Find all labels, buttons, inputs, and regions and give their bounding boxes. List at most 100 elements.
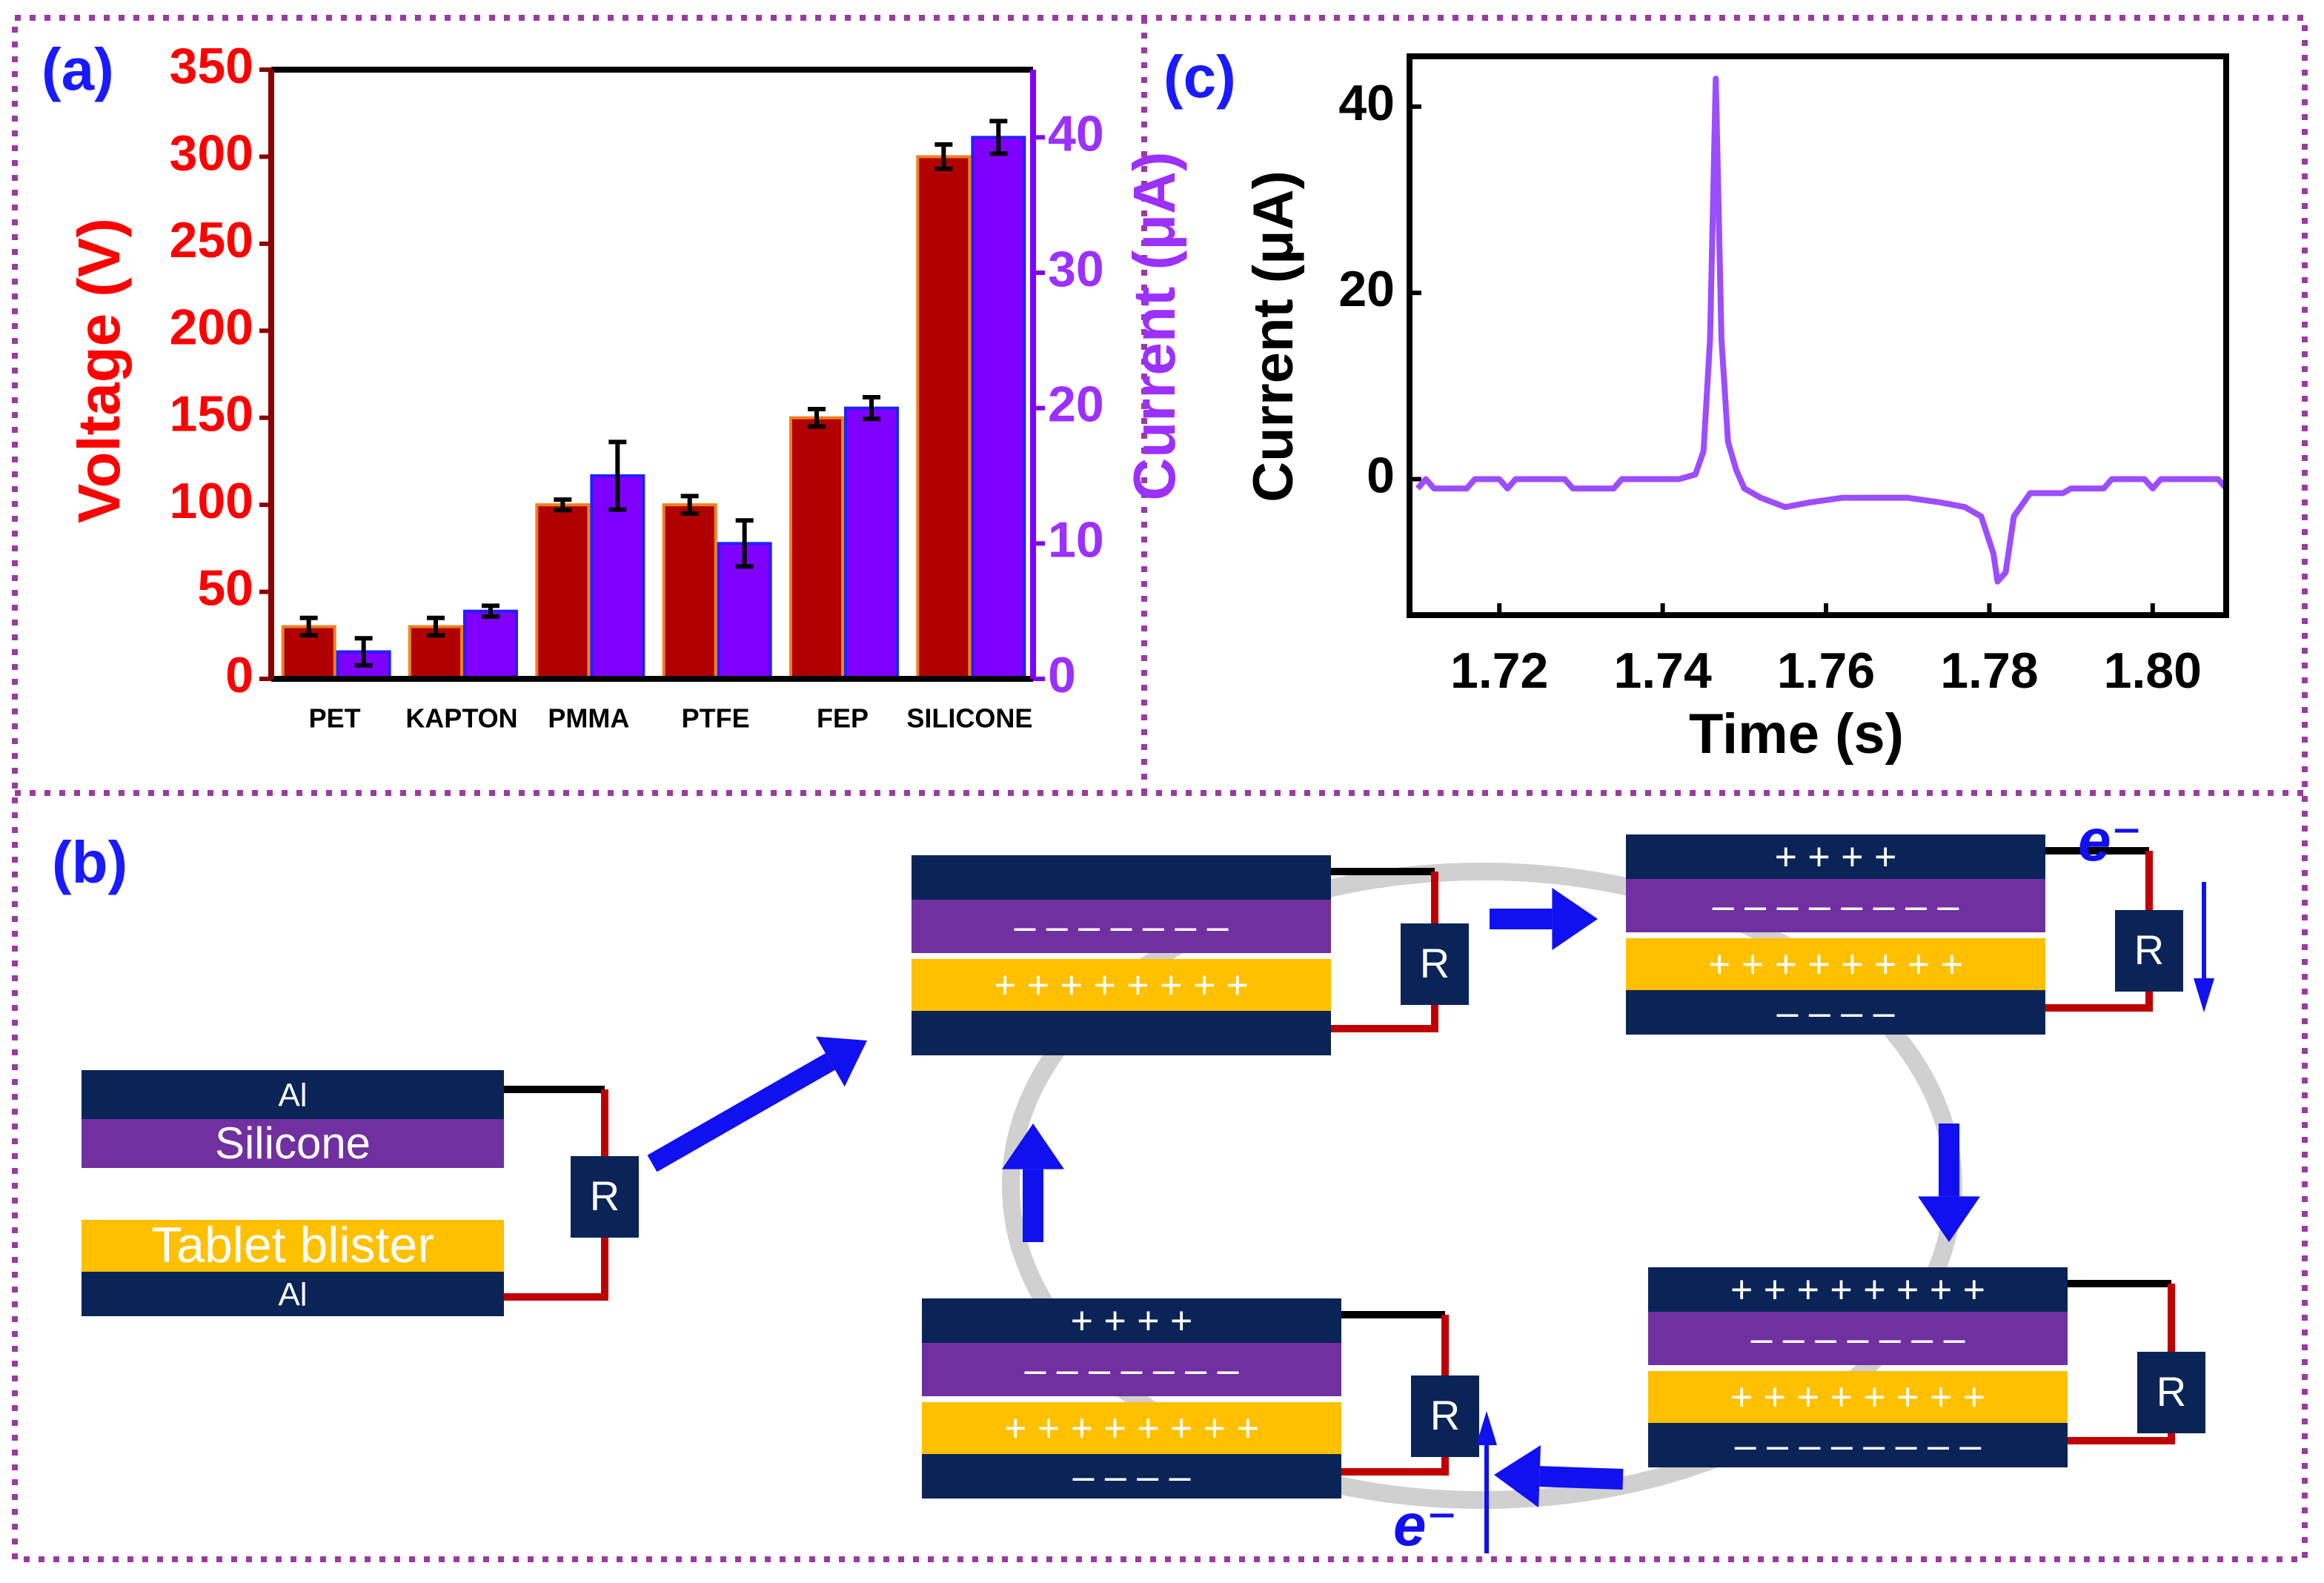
electrode-text: + + + + + + + + (1730, 1269, 1985, 1312)
triboelectric-layer (1626, 879, 2045, 932)
blister-layer-text: Tablet blister (151, 1217, 434, 1273)
silicone-layer (82, 1119, 504, 1168)
y-tick-label: 200 (170, 299, 253, 355)
electrode (1626, 834, 2045, 879)
resistor (1411, 1375, 1479, 1457)
panel-label: (b) (52, 829, 127, 895)
flow-arrow-head (1494, 1445, 1541, 1508)
error-bar (482, 603, 499, 619)
wire-red (1341, 1315, 1449, 1476)
y-tick-label: 150 (170, 386, 253, 442)
x-tick-label: FEP (817, 703, 869, 734)
triboelectric-layer-text: + + + + + + + + (1708, 943, 1963, 986)
electron-arrow-head (1476, 1411, 1497, 1445)
y2-tick-label: 0 (1048, 647, 1076, 703)
bar (916, 155, 972, 680)
flow-arrow-head (815, 1036, 867, 1087)
resistor (2137, 1352, 2205, 1433)
triboelectric-layer-text: + + + + + + + + (1004, 1407, 1259, 1450)
electrode-text: – – – – (1776, 992, 1894, 1035)
bar (535, 503, 591, 681)
y-tick-label: 350 (170, 38, 253, 94)
triboelectric-layer-text: + + + + + + + + (994, 964, 1249, 1007)
panel-label: (c) (1163, 44, 1236, 110)
electrode (1648, 1267, 2068, 1312)
y-tick-label: 300 (170, 125, 253, 181)
triboelectric-layer (1626, 938, 2045, 990)
bar (971, 136, 1026, 681)
electrode (922, 1454, 1341, 1499)
x-tick-label: SILICONE (906, 703, 1032, 734)
flow-arrow-head (1002, 1124, 1064, 1169)
electrode-text: – – – – – – – – (1735, 1424, 1982, 1467)
resistor-label: R (1430, 1392, 1460, 1438)
electron-label: e⁻ (2078, 807, 2142, 873)
electrode (912, 855, 1331, 900)
y-axis-label: Voltage (V) (66, 218, 132, 523)
flow-arrow (1539, 1466, 1624, 1490)
triboelectric-layer (912, 959, 1331, 1011)
wire-red (2068, 1284, 2175, 1444)
triboelectric-layer (912, 900, 1331, 953)
panel-label: (a) (42, 36, 114, 102)
triboelectric-layer-text: – – – – – – – (1750, 1318, 1965, 1361)
y-tick-label: 50 (197, 560, 253, 617)
error-bar (354, 636, 373, 668)
flow-arrow-head (1918, 1196, 1980, 1242)
error-bar (989, 119, 1008, 156)
electrode (912, 1011, 1331, 1055)
electrode (82, 1070, 504, 1119)
resistor (1401, 923, 1469, 1005)
resistor-label: R (2134, 926, 2164, 973)
x-tick-label: 1.72 (1450, 643, 1548, 699)
x-tick-label: PET (309, 703, 361, 734)
flow-arrow-head (1552, 888, 1598, 950)
x-tick-label: PTFE (682, 703, 750, 734)
electrode-text: + + + + (1071, 1300, 1193, 1343)
y-tick-label: 250 (170, 212, 253, 268)
error-bar (554, 497, 572, 513)
error-bar (427, 615, 445, 638)
y2-tick-label: 40 (1048, 105, 1104, 162)
x-tick-label: PMMA (548, 703, 629, 734)
x-tick-label: KAPTON (405, 703, 517, 734)
y2-tick-label: 20 (1048, 376, 1104, 433)
electrode-text: Al (278, 1277, 307, 1313)
y-tick-label: 0 (1367, 447, 1395, 503)
flow-arrow (647, 1053, 835, 1172)
silicone-layer-text: Silicone (215, 1118, 371, 1168)
electrode-text: Al (278, 1078, 307, 1114)
outer-border (12, 15, 2308, 1562)
triboelectric-layer (1648, 1312, 2068, 1365)
bar (844, 406, 899, 681)
resistor-label: R (590, 1172, 620, 1219)
electron-arrow-head (2194, 978, 2214, 1012)
resistor-label: R (1420, 940, 1450, 986)
blister-layer (82, 1220, 504, 1272)
y-tick-label: 40 (1338, 75, 1395, 131)
error-bar (934, 142, 953, 171)
error-bar (608, 439, 627, 512)
electrode-text: + + + + (1775, 836, 1897, 879)
y-tick-label: 100 (170, 473, 253, 529)
triboelectric-layer-text: – – – – – – – – (1713, 885, 1959, 928)
triboelectric-layer (1648, 1371, 2068, 1423)
data-line (1415, 76, 2229, 585)
bar (463, 609, 518, 681)
y-tick-label: 0 (225, 647, 253, 703)
y2-tick-label: 30 (1048, 241, 1104, 297)
electrode (82, 1272, 504, 1316)
error-bar (735, 518, 754, 569)
error-bar (808, 406, 826, 429)
x-axis-label: Time (s) (1689, 703, 1904, 766)
triboelectric-layer-text: + + + + + + + + (1730, 1376, 1985, 1419)
error-bar (680, 494, 699, 516)
resistor (571, 1156, 639, 1238)
x-tick-label: 1.78 (1940, 643, 2038, 699)
bar (789, 416, 844, 680)
y-tick-label: 20 (1338, 261, 1395, 317)
bar (662, 503, 717, 681)
triboelectric-layer-text: – – – – – – – (1024, 1349, 1238, 1392)
